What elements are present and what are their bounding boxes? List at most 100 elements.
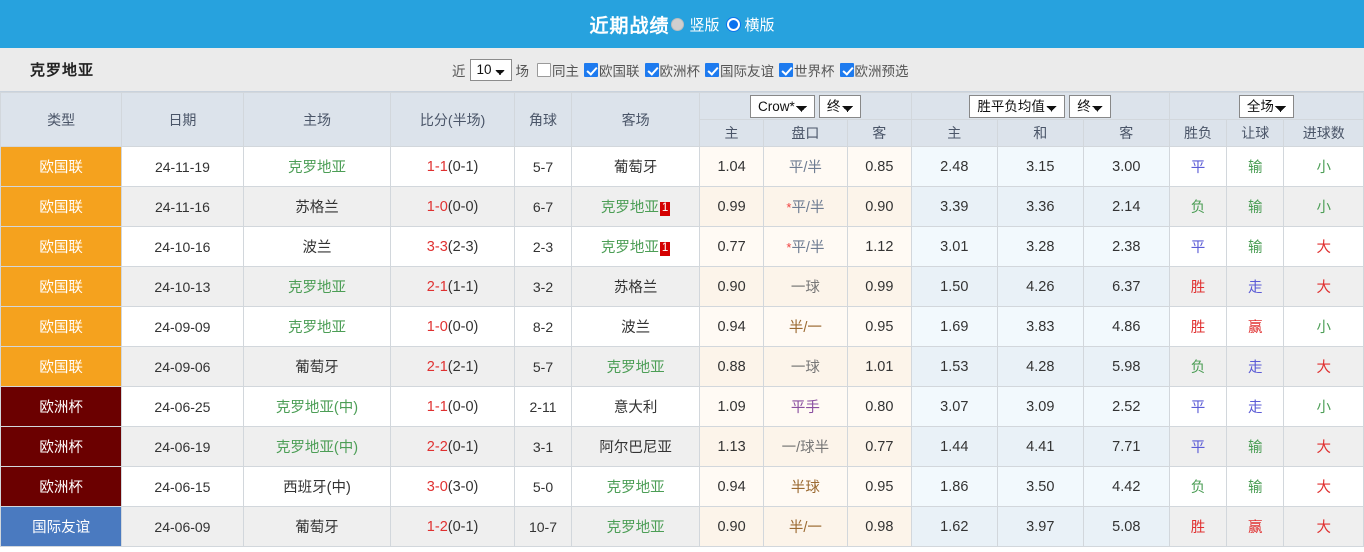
cell-odds-away: 0.90 [846,186,912,227]
cell-away-team[interactable]: 苏格兰 [571,266,701,307]
col-header-corner[interactable]: 角球 [513,92,573,147]
col-header-avg-home[interactable]: 主 [910,119,998,147]
radio-unchecked-icon[interactable] [671,17,685,31]
table-row[interactable]: 欧国联 24-09-09 克罗地亚 1-0(0-0) 8-2 波兰 0.94 半/一 0.95 1… [0,306,1364,347]
checkbox-comp-1[interactable] [644,62,659,77]
cell-score[interactable]: 2-1(2-1) [390,346,515,387]
cell-home-team[interactable]: 克罗地亚(中) [242,426,392,467]
col-header-date[interactable]: 日期 [121,92,244,147]
radio-checked-icon[interactable] [726,17,740,31]
cell-avg-draw: 3.36 [996,186,1084,227]
cell-score[interactable]: 1-2(0-1) [390,506,515,547]
cell-home-team[interactable]: 波兰 [242,226,392,267]
avg-source-select[interactable]: 胜平负均值 [969,94,1066,118]
cell-avg-away: 4.86 [1082,306,1170,347]
cell-type[interactable]: 欧国联 [0,226,123,267]
cell-result-handicap: 赢 [1226,506,1285,547]
cell-away-team[interactable]: 意大利 [571,386,701,427]
table-row[interactable]: 欧洲杯 24-06-25 克罗地亚(中) 1-1(0-0) 2-11 意大利 1.09 平手 0… [0,386,1364,427]
table-row[interactable]: 欧国联 24-09-06 葡萄牙 2-1(2-1) 5-7 克罗地亚 0.88 一球 1.01 1… [0,346,1364,387]
cell-home-team[interactable]: 苏格兰 [242,186,392,227]
odds-source-select[interactable]: Crow* [749,94,815,118]
col-header-avg-draw[interactable]: 和 [996,119,1084,147]
col-header-odds-line[interactable]: 盘口 [763,119,848,147]
checkbox-same-home[interactable] [537,62,551,77]
col-header-odds-home[interactable]: 主 [699,119,765,147]
cell-home-team-label: 克罗地亚 [287,160,346,176]
filter-controls: 近 10 场 同主 欧国联 欧洲杯 国际友谊 世界杯 欧洲预选 [448,58,910,81]
cell-score[interactable]: 1-0(0-0) [390,306,515,347]
table-row[interactable]: 欧洲杯 24-06-15 西班牙(中) 3-0(3-0) 5-0 克罗地亚 0.94 半球 0.… [0,466,1364,507]
cell-type[interactable]: 欧国联 [0,146,123,187]
table-row[interactable]: 欧洲杯 24-06-19 克罗地亚(中) 2-2(0-1) 3-1 阿尔巴尼亚 1.13 一/… [0,426,1364,467]
cell-result-handicap: 输 [1226,226,1285,267]
col-header-away[interactable]: 客场 [571,92,701,147]
col-header-avg-away[interactable]: 客 [1082,119,1170,147]
avg-phase-select[interactable]: 终 [1069,94,1112,118]
cell-away-team[interactable]: 阿尔巴尼亚 [571,426,701,467]
cell-odds-home: 0.77 [699,226,765,267]
col-header-result-goals[interactable]: 进球数 [1283,119,1364,147]
cell-home-team-label: 克罗地亚(中) [275,400,359,416]
col-header-result-wdl[interactable]: 胜负 [1168,119,1228,147]
table-row[interactable]: 欧国联 24-11-19 克罗地亚 1-1(0-1) 5-7 葡萄牙 1.04 平/半 0.85… [0,146,1364,187]
cell-away-team-label: 克罗地亚 [606,360,665,376]
cell-score[interactable]: 1-1(0-0) [390,386,515,427]
cell-score[interactable]: 3-0(3-0) [390,466,515,507]
cell-home-team[interactable]: 克罗地亚 [242,266,392,307]
cell-away-team[interactable]: 克罗地亚 1 [571,186,701,227]
scope-select[interactable]: 全场 [1238,94,1294,118]
cell-score[interactable]: 3-3(2-3) [390,226,515,267]
cell-away-team[interactable]: 葡萄牙 [571,146,701,187]
col-header-score[interactable]: 比分(半场) [390,92,515,147]
cell-home-team[interactable]: 克罗地亚 [242,146,392,187]
cell-home-team[interactable]: 葡萄牙 [242,346,392,387]
cell-type[interactable]: 欧洲杯 [0,426,123,467]
view-mode-option-horizontal[interactable]: 横版 [726,14,775,35]
checkbox-comp-2[interactable] [705,62,719,77]
cell-score[interactable]: 1-1(0-1) [390,146,515,187]
match-count-select[interactable]: 10 [469,58,512,81]
cell-avg-home: 1.50 [910,266,998,307]
table-row[interactable]: 国际友谊 24-06-09 葡萄牙 1-2(0-1) 10-7 克罗地亚 0.90 半/一 0.… [0,506,1364,547]
cell-away-team[interactable]: 克罗地亚 [571,346,701,387]
table-body: 欧国联 24-11-19 克罗地亚 1-1(0-1) 5-7 葡萄牙 1.04 平/半 0.85… [0,146,1364,547]
cell-score[interactable]: 1-0(0-0) [390,186,515,227]
cell-away-team[interactable]: 克罗地亚 1 [571,226,701,267]
cell-score[interactable]: 2-2(0-1) [390,426,515,467]
cell-score[interactable]: 2-1(1-1) [390,266,515,307]
cell-home-team[interactable]: 克罗地亚(中) [242,386,392,427]
table-row[interactable]: 欧国联 24-10-16 波兰 3-3(2-3) 2-3 克罗地亚 1 0.77 *平/半 1.1… [0,226,1364,267]
table-row[interactable]: 欧国联 24-11-16 苏格兰 1-0(0-0) 6-7 克罗地亚 1 0.99 *平/半 0.… [0,186,1364,227]
cell-corner: 3-1 [513,426,573,467]
cell-date: 24-09-06 [121,346,244,387]
cell-home-team[interactable]: 葡萄牙 [242,506,392,547]
cell-odds-line-label: 平手 [790,400,820,416]
col-header-odds-away[interactable]: 客 [846,119,912,147]
cell-result-handicap: 输 [1226,146,1285,187]
cell-away-team[interactable]: 波兰 [571,306,701,347]
cell-away-team[interactable]: 克罗地亚 [571,466,701,507]
cell-type[interactable]: 国际友谊 [0,506,123,547]
cell-home-team[interactable]: 克罗地亚 [242,306,392,347]
cell-away-team-label: 克罗地亚 [600,240,659,256]
cell-type[interactable]: 欧洲杯 [0,386,123,427]
cell-away-team[interactable]: 克罗地亚 [571,506,701,547]
cell-type[interactable]: 欧国联 [0,186,123,227]
view-mode-option-vertical[interactable]: 竖版 [671,14,720,35]
cell-type[interactable]: 欧国联 [0,306,123,347]
cell-type[interactable]: 欧洲杯 [0,466,123,507]
cell-type[interactable]: 欧国联 [0,266,123,307]
col-header-type[interactable]: 类型 [0,92,123,147]
cell-home-team[interactable]: 西班牙(中) [242,466,392,507]
checkbox-comp-3[interactable] [779,62,793,77]
col-header-home[interactable]: 主场 [242,92,392,147]
table-row[interactable]: 欧国联 24-10-13 克罗地亚 2-1(1-1) 3-2 苏格兰 0.90 一球 0.99 1… [0,266,1364,307]
odds-phase-select[interactable]: 终 [818,94,861,118]
cell-type[interactable]: 欧国联 [0,346,123,387]
cell-odds-home: 0.94 [699,466,765,507]
col-header-result-handicap[interactable]: 让球 [1226,119,1285,147]
cell-date: 24-10-13 [121,266,244,307]
checkbox-comp-4[interactable] [839,62,854,77]
checkbox-comp-0[interactable] [584,62,598,77]
